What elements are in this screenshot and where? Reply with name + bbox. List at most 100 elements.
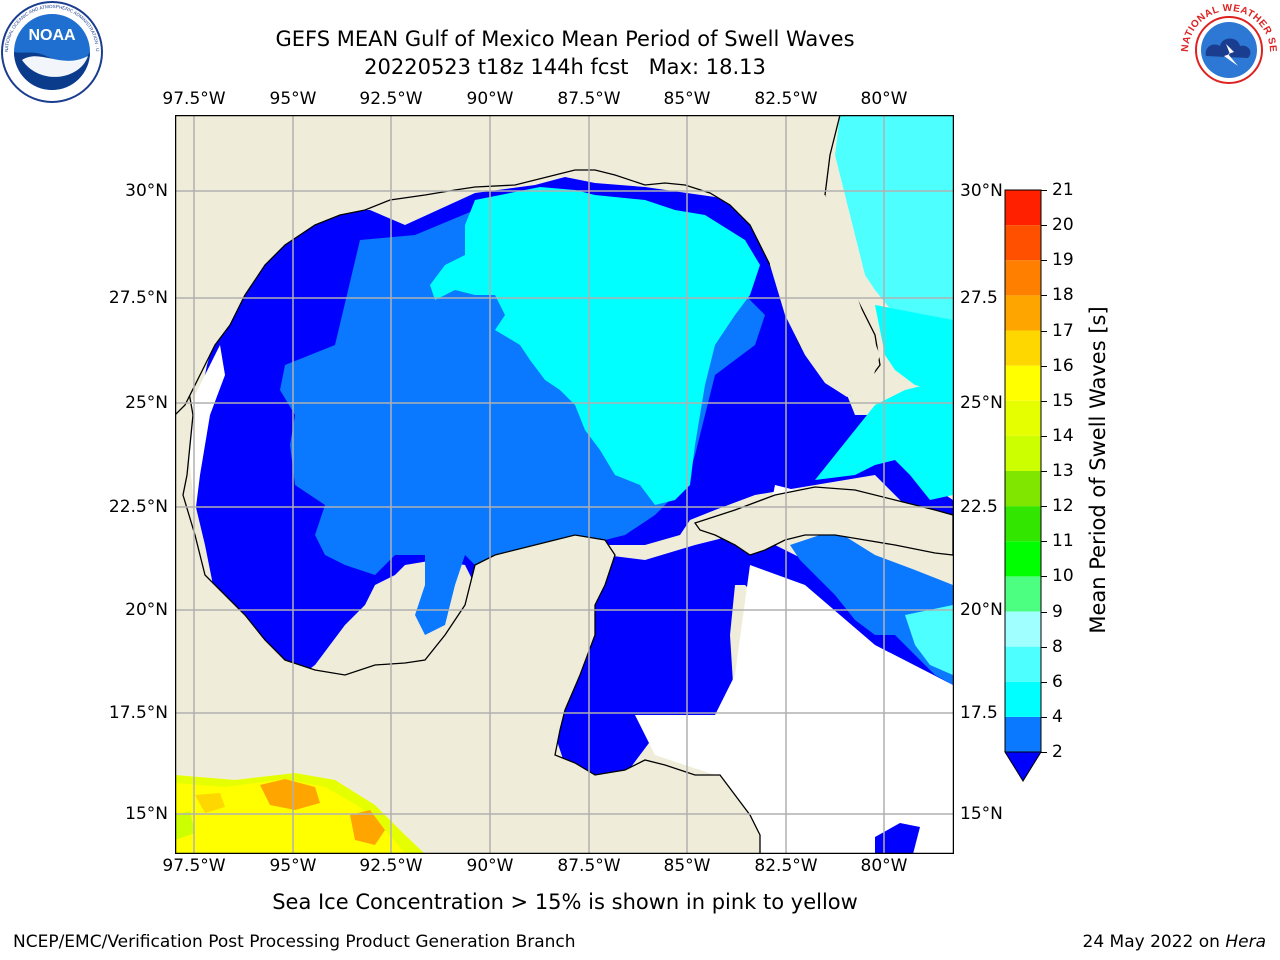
colorbar-bin bbox=[1005, 365, 1041, 401]
lon-label-bottom: 92.5°W bbox=[359, 856, 423, 876]
lon-label-top: 85°W bbox=[663, 89, 711, 109]
colorbar-bin bbox=[1005, 471, 1041, 507]
colorbar-tick-label: 19 bbox=[1052, 250, 1074, 271]
gulf-water-cyan bbox=[430, 187, 760, 505]
colorbar-tick-label: 18 bbox=[1052, 285, 1074, 306]
colorbar-bin bbox=[1005, 506, 1041, 542]
ice-orange-patch-2 bbox=[350, 810, 385, 845]
lon-label-top: 97.5°W bbox=[162, 89, 226, 109]
lon-label-bottom: 97.5°W bbox=[162, 856, 226, 876]
lon-label-bottom: 95°W bbox=[269, 856, 317, 876]
footer-host: Hera bbox=[1225, 932, 1266, 952]
colorbar-bin bbox=[1005, 541, 1041, 577]
lat-label-right: 22.5 bbox=[960, 497, 998, 517]
colorbar-bin bbox=[1005, 295, 1041, 331]
lon-label-top: 95°W bbox=[269, 89, 317, 109]
colorbar-tick-mark bbox=[1041, 681, 1047, 683]
lat-label-left: 27.5°N bbox=[108, 288, 168, 308]
ice-green-patch bbox=[175, 811, 195, 840]
colorbar-tick-label: 6 bbox=[1052, 671, 1063, 692]
colorbar-tick-label: 15 bbox=[1052, 390, 1074, 411]
colorbar-tick-label: 2 bbox=[1052, 742, 1063, 762]
colorbar-tick-mark bbox=[1041, 541, 1047, 543]
caribbean-nodata bbox=[635, 565, 953, 854]
colorbar-bin bbox=[1005, 646, 1041, 682]
ice-yellow-area-2 bbox=[175, 779, 405, 854]
caribbean-cyan bbox=[905, 605, 953, 675]
colorbar-tick-mark bbox=[1041, 471, 1047, 472]
lon-label-top: 90°W bbox=[466, 89, 514, 109]
lat-label-right: 30°N bbox=[960, 181, 1003, 201]
colorbar-tick-mark bbox=[1041, 716, 1047, 718]
lat-label-right: 25°N bbox=[960, 393, 1003, 413]
colorbar-bin bbox=[1005, 681, 1041, 717]
colorbar-bin bbox=[1005, 576, 1041, 612]
lat-label-right: 17.5 bbox=[960, 703, 998, 723]
lon-label-top: 80°W bbox=[860, 89, 908, 109]
sea-ice-note: Sea Ice Concentration > 15% is shown in … bbox=[272, 890, 858, 914]
lat-label-right: 27.5 bbox=[960, 288, 998, 308]
colorbar-tick-mark bbox=[1041, 576, 1047, 578]
swell-period-map bbox=[175, 115, 954, 854]
colorbar-tick-label: 10 bbox=[1052, 566, 1074, 587]
colorbar-tick-label: 14 bbox=[1052, 425, 1074, 446]
noaa-logo: NOAA NATIONAL OCEANIC AND ATMOSPHERIC AD… bbox=[0, 0, 103, 103]
colorbar-tick-label: 13 bbox=[1052, 461, 1074, 481]
footer-date-text: 24 May 2022 on bbox=[1082, 932, 1226, 952]
lat-label-left: 25°N bbox=[125, 393, 168, 413]
west-coast-nodata bbox=[185, 345, 225, 515]
atlantic-cyan-2 bbox=[875, 305, 953, 395]
colorbar-tick-label: 16 bbox=[1052, 355, 1074, 376]
land-mexico-yucatan bbox=[175, 369, 761, 854]
atlantic-cyan bbox=[835, 115, 953, 345]
caribbean-mid-blue bbox=[790, 530, 953, 685]
colorbar-tick-label: 9 bbox=[1052, 601, 1063, 622]
lat-label-left: 15°N bbox=[125, 804, 168, 824]
land-us-coast bbox=[175, 115, 953, 416]
colorbar-bin bbox=[1005, 330, 1041, 366]
map-grid bbox=[175, 115, 954, 854]
colorbar-tick-mark bbox=[1041, 365, 1047, 367]
footer-branch: NCEP/EMC/Verification Post Processing Pr… bbox=[13, 932, 576, 952]
footer-date: 24 May 2022 on Hera bbox=[1083, 932, 1267, 952]
colorbar-tick-label: 12 bbox=[1052, 496, 1074, 517]
colorbar-bin bbox=[1005, 611, 1041, 647]
ice-orange-patch bbox=[260, 779, 320, 810]
lon-label-bottom: 90°W bbox=[466, 856, 514, 876]
lat-label-left: 20°N bbox=[125, 600, 168, 620]
colorbar-extend-triangle bbox=[1004, 751, 1042, 782]
colorbar-tick-mark bbox=[1041, 752, 1047, 753]
caribbean-dark-blue-patch bbox=[875, 823, 920, 854]
colorbar-bin bbox=[1005, 400, 1041, 436]
colorbar-tick-mark bbox=[1041, 646, 1047, 648]
lon-label-bottom: 82.5°W bbox=[754, 856, 818, 876]
lat-label-left: 17.5°N bbox=[108, 703, 168, 723]
colorbar-tick-mark bbox=[1041, 330, 1047, 332]
lat-label-right: 15°N bbox=[960, 804, 1003, 824]
colorbar bbox=[1004, 189, 1042, 782]
colorbar-tick-mark bbox=[1041, 225, 1047, 227]
colorbar-tick-label: 11 bbox=[1052, 531, 1074, 552]
lat-label-left: 22.5°N bbox=[108, 497, 168, 517]
colorbar-tick-label: 8 bbox=[1052, 636, 1063, 657]
colorbar-label: Mean Period of Swell Waves [s] bbox=[1086, 306, 1110, 634]
lon-label-top: 82.5°W bbox=[754, 89, 818, 109]
colorbar-tick-mark bbox=[1041, 506, 1047, 508]
colorbar-bin bbox=[1005, 716, 1041, 752]
nws-logo: NATIONAL WEATHER SERVICE bbox=[1178, 0, 1278, 98]
colorbar-tick-mark bbox=[1041, 190, 1047, 191]
colorbar-tick-label: 17 bbox=[1052, 320, 1074, 341]
lon-label-bottom: 87.5°W bbox=[557, 856, 621, 876]
colorbar-tick-label: 4 bbox=[1052, 706, 1063, 727]
noaa-logo-text: NOAA bbox=[28, 27, 76, 44]
land-florida bbox=[765, 195, 880, 397]
chart-title: GEFS MEAN Gulf of Mexico Mean Period of … bbox=[275, 27, 855, 51]
lon-label-top: 87.5°W bbox=[557, 89, 621, 109]
colorbar-tick-mark bbox=[1041, 400, 1047, 402]
lon-label-top: 92.5°W bbox=[359, 89, 423, 109]
colorbar-tick-label: 21 bbox=[1052, 180, 1074, 200]
ice-orange-patch-3 bbox=[195, 793, 225, 813]
lon-label-bottom: 85°W bbox=[663, 856, 711, 876]
lon-label-bottom: 80°W bbox=[860, 856, 908, 876]
colorbar-tick-mark bbox=[1041, 295, 1047, 297]
